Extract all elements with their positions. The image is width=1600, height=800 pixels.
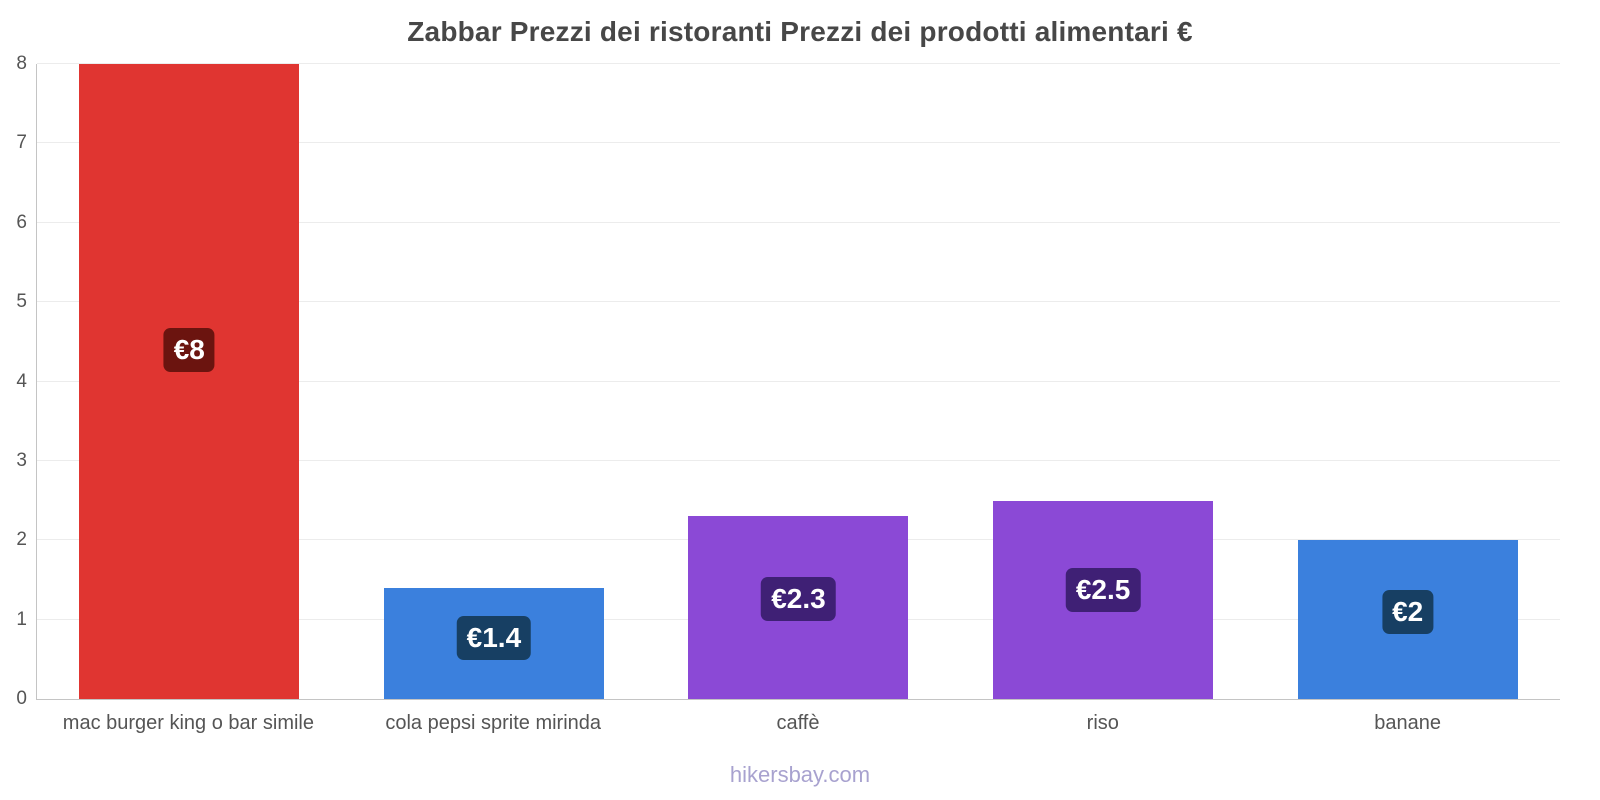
bar-mac-burger-king-o-bar-simile: €8: [79, 64, 300, 699]
x-category-label-riso: riso: [1086, 712, 1119, 734]
gridline-7: [37, 142, 1560, 144]
bar-slot-mac-burger-king-o-bar-simile: €8: [37, 64, 342, 699]
x-axis-labels: mac burger king o bar simile cola pepsi s…: [36, 712, 1560, 735]
plot-area: 0 1 2 3 4 5 6 7 8 €8 €1.4 €2.3 €2.5 €2: [16, 53, 1560, 709]
y-tick-label-6: 6: [16, 211, 27, 233]
y-tick-label-7: 7: [16, 132, 27, 154]
bar-riso: €2.5: [993, 500, 1214, 699]
bar-slot-riso: €2.5: [951, 64, 1256, 699]
x-category-label-mac-burger-king-o-bar-simile: mac burger king o bar simile: [62, 712, 314, 734]
x-category-label-banane: banane: [1374, 712, 1441, 734]
value-label-riso: €2.5: [1065, 567, 1141, 612]
y-tick-label-3: 3: [16, 449, 27, 471]
bar-slot-caffe: €2.3: [646, 64, 951, 699]
gridline-6: [37, 221, 1560, 223]
chart-title: Zabbar Prezzi dei ristoranti Prezzi dei …: [407, 16, 1193, 47]
value-label-cola-pepsi-sprite-mirinda: €1.4: [456, 615, 532, 660]
gridline-3: [37, 459, 1560, 461]
value-label-mac-burger-king-o-bar-simile: €8: [163, 327, 215, 372]
bar-slot-banane: €2: [1255, 64, 1560, 699]
bars-group: €8 €1.4 €2.3 €2.5 €2: [37, 64, 1560, 699]
footer-watermark: hikersbay.com: [729, 762, 871, 787]
gridline-8: [37, 63, 1560, 64]
y-tick-label-5: 5: [16, 291, 27, 313]
y-tick-label-4: 4: [16, 370, 27, 392]
gridline-5: [37, 301, 1560, 303]
x-category-label-cola-pepsi-sprite-mirinda: cola pepsi sprite mirinda: [385, 712, 602, 734]
bar-caffe: €2.3: [688, 516, 909, 699]
y-tick-label-8: 8: [16, 53, 27, 74]
bar-slot-cola-pepsi-sprite-mirinda: €1.4: [342, 64, 647, 699]
y-tick-label-2: 2: [16, 529, 27, 551]
y-tick-label-0: 0: [16, 688, 27, 709]
value-label-caffe: €2.3: [761, 576, 836, 621]
bar-cola-pepsi-sprite-mirinda: €1.4: [383, 587, 604, 699]
x-category-label-caffe: caffè: [776, 712, 820, 734]
y-tick-label-1: 1: [16, 608, 27, 630]
value-label-banane: €2: [1382, 589, 1434, 634]
gridline-4: [37, 380, 1560, 382]
bar-banane: €2: [1297, 540, 1518, 699]
